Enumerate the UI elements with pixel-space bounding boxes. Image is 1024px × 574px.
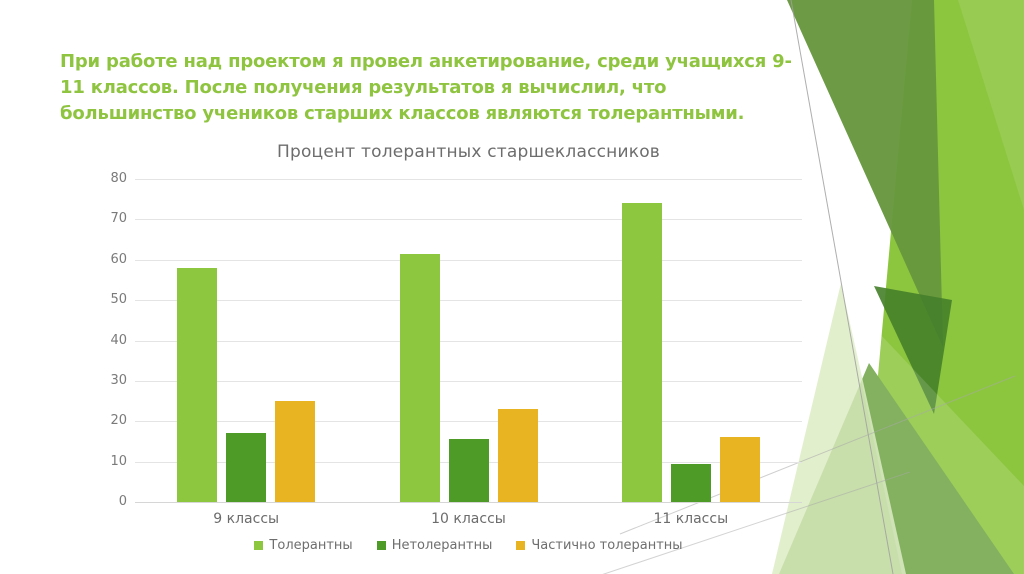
gridline [135,219,802,221]
gridline [135,421,802,423]
bar [719,437,760,502]
y-axis-tick-label: 60 [110,251,127,267]
bar [399,253,440,502]
bar [275,401,316,502]
chart-title: Процент толерантных старшеклассников [276,142,661,162]
y-axis-tick-label: 0 [118,494,127,509]
bar [226,433,267,502]
legend-item: Толерантны [254,537,353,553]
gridline [135,179,802,180]
bar [448,439,489,502]
legend-swatch [376,540,386,550]
x-axis-category-label: 9 классы [213,511,280,527]
y-axis-tick-label: 70 [110,211,127,227]
slide-title-line: 11 классов. После получения результатов … [60,77,667,98]
y-axis-tick-label: 80 [110,171,127,186]
y-axis-tick-label: 40 [110,332,127,348]
chart-legend: Толерантны Нетолерантны Частично толерантн… [135,535,802,555]
bar [621,203,662,502]
y-axis-tick-label: 20 [110,413,127,429]
gridline [135,300,802,302]
legend-label: Толерантны [269,537,353,553]
legend-label: Нетолерантны [391,537,493,553]
x-axis-category-label: 10 классы [431,511,506,527]
legend-item: Нетолерантны [376,537,493,553]
bar [497,409,538,502]
gridline [135,259,802,261]
legend-item: Частично толерантны [516,537,683,553]
legend-label: Частично толерантны [531,537,683,553]
slide-title: При работе над проектом я провел анкетир… [60,49,800,127]
slide-title-line: При работе над проектом я провел анкетир… [60,51,792,72]
gridline [135,380,802,382]
y-axis-tick-label: 30 [110,372,127,388]
bar [177,267,218,502]
gridline [135,340,802,342]
y-axis-tick-label: 10 [110,453,127,469]
y-axis-tick-label: 50 [110,292,127,308]
legend-swatch [516,540,526,550]
legend-swatch [254,540,264,550]
bar [670,463,711,502]
slide-title-line: большинство учеников старших классов явл… [60,103,745,124]
x-axis-category-label: 11 классы [653,511,729,527]
gridline [135,502,802,503]
